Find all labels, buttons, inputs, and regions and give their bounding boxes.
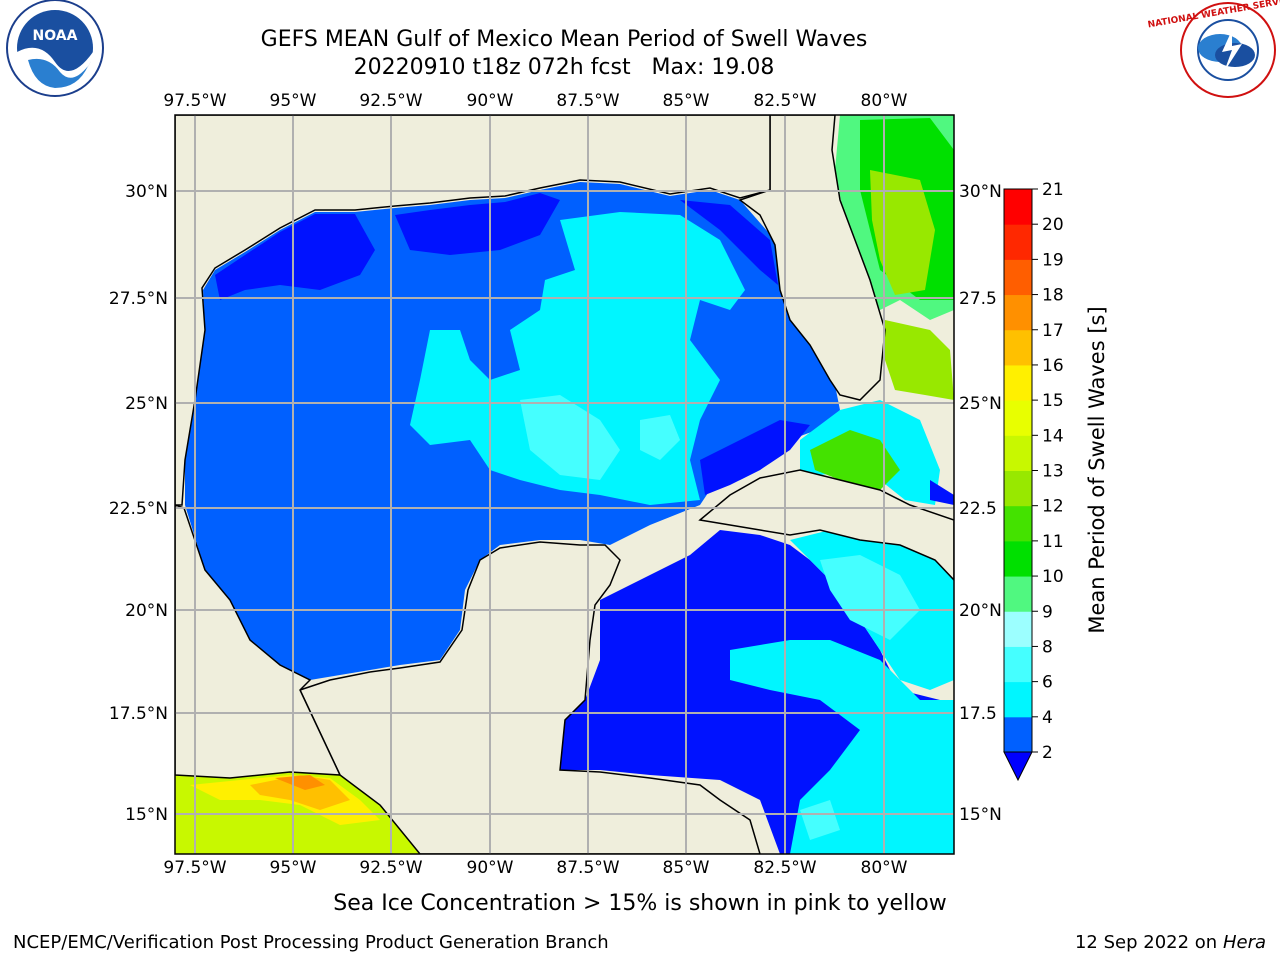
colorbar-label: Mean Period of Swell Waves [s] <box>1085 306 1109 633</box>
lat-tick-label: 30°N <box>959 182 1002 202</box>
lon-tick-label: 82.5°W <box>753 91 816 111</box>
map-frame <box>174 114 955 855</box>
colorbar-band <box>1004 224 1032 260</box>
mexico-west-land <box>175 504 342 779</box>
colorbar-band <box>1004 364 1032 401</box>
lon-tick-label: 97.5°W <box>163 858 226 878</box>
colorbar-tick-label: 17 <box>1042 321 1064 341</box>
colorbar-tick-label: 4 <box>1042 708 1053 728</box>
lat-tick-label: 25°N <box>125 394 168 414</box>
colorbar: 2 4 6 8 9 10 11 12 13 14 15 16 17 18 19 20 21 <box>1003 180 1064 782</box>
yucatan-land <box>298 541 761 854</box>
lon-tick-label: 80°W <box>861 858 908 878</box>
footer-credit: NCEP/EMC/Verification Post Processing Pr… <box>13 932 609 953</box>
map-subtitle-forecast: 20220910 t18z 072h fcst Max: 19.08 <box>353 55 775 80</box>
lat-tick-label: 22.5°N <box>109 499 168 519</box>
colorbar-tick-label: 9 <box>1042 602 1053 622</box>
colorbar-band <box>1004 540 1032 577</box>
colorbar-tick-label: 11 <box>1042 532 1064 552</box>
colorbar-extension <box>1003 751 1033 782</box>
map-gridlines <box>175 115 954 854</box>
colorbar-tick-label: 10 <box>1042 567 1064 587</box>
lat-tick-label: 20°N <box>125 601 168 621</box>
nws-logo: NATIONAL WEATHER SERVICE <box>1147 0 1280 98</box>
colorbar-tick-label: 12 <box>1042 497 1064 517</box>
florida-land <box>738 115 886 401</box>
lat-tick-label: 17.5°N <box>109 704 168 724</box>
lon-tick-label: 92.5°W <box>359 858 422 878</box>
footer-date-text: 12 Sep 2022 on <box>1074 932 1218 953</box>
colorbar-band <box>1004 329 1032 366</box>
colorbar-tick-label: 8 <box>1042 637 1053 657</box>
colorbar-tick-label: 14 <box>1042 426 1064 446</box>
lon-tick-label: 82.5°W <box>753 858 816 878</box>
lon-tick-label: 85°W <box>663 858 710 878</box>
colorbar-band <box>1004 259 1032 296</box>
colorbar-band <box>1004 470 1032 507</box>
colorbar-tick-label: 2 <box>1042 743 1053 763</box>
lon-tick-label: 85°W <box>663 91 710 111</box>
lon-tick-label: 87.5°W <box>556 91 619 111</box>
lon-tick-label: 95°W <box>270 858 317 878</box>
lat-tick-label: 30°N <box>125 182 168 202</box>
colorbar-band <box>1004 189 1032 225</box>
lat-tick-label: 20°N <box>959 601 1002 621</box>
lat-tick-label: 15°N <box>959 805 1002 825</box>
map-title: GEFS MEAN Gulf of Mexico Mean Period of … <box>260 27 868 52</box>
colorbar-tick-label: 18 <box>1042 286 1064 306</box>
lat-tick-labels-right: 30°N 27.5 25°N 22.5 20°N 17.5 15°N <box>959 182 1002 825</box>
cuba-land <box>698 469 954 582</box>
svg-text:NOAA: NOAA <box>33 28 78 44</box>
footer-machine: Hera <box>1222 932 1266 953</box>
lon-tick-labels-bottom: 97.5°W 95°W 92.5°W 90°W 87.5°W 85°W 82.5… <box>163 858 907 878</box>
footer-date: 12 Sep 2022 on Hera <box>1075 932 1266 953</box>
colorbar-band <box>1004 400 1032 436</box>
lat-tick-label: 15°N <box>125 805 168 825</box>
lon-tick-label: 97.5°W <box>163 91 226 111</box>
colorbar-tick-label: 6 <box>1042 673 1053 693</box>
lon-tick-label: 95°W <box>270 91 317 111</box>
lat-tick-label: 25°N <box>959 394 1002 414</box>
lon-tick-labels-top: 97.5°W 95°W 92.5°W 90°W 87.5°W 85°W 82.5… <box>163 91 907 111</box>
lon-tick-label: 90°W <box>467 858 514 878</box>
colorbar-tick-label: 21 <box>1042 180 1064 200</box>
noaa-logo: NOAA <box>6 0 104 97</box>
lon-tick-label: 87.5°W <box>556 858 619 878</box>
colorbar-band <box>1004 611 1032 647</box>
lat-tick-labels-left: 30°N 27.5°N 25°N 22.5°N 20°N 17.5°N 15°N <box>109 182 168 825</box>
lat-tick-label: 17.5 <box>959 704 997 724</box>
lat-tick-label: 22.5 <box>959 499 997 519</box>
colorbar-band <box>1004 505 1032 542</box>
lon-tick-label: 90°W <box>467 91 514 111</box>
colorbar-tick-label: 15 <box>1042 391 1064 411</box>
colorbar-band <box>1004 681 1032 718</box>
lat-tick-label: 27.5 <box>959 289 997 309</box>
colorbar-band <box>1004 646 1032 683</box>
colorbar-band <box>1004 435 1032 471</box>
sea-ice-note: Sea Ice Concentration > 15% is shown in … <box>333 891 947 916</box>
colorbar-tick-label: 20 <box>1042 215 1064 235</box>
colorbar-tick-label: 13 <box>1042 462 1064 482</box>
colorbar-band <box>1004 716 1032 753</box>
colorbar-band <box>1004 294 1032 331</box>
colorbar-tick-label: 19 <box>1042 250 1064 270</box>
lon-tick-label: 92.5°W <box>359 91 422 111</box>
lat-tick-label: 27.5°N <box>109 289 168 309</box>
colorbar-band <box>1004 576 1032 612</box>
colorbar-tick-label: 16 <box>1042 356 1064 376</box>
map-plot-area <box>175 115 954 854</box>
lon-tick-label: 80°W <box>861 91 908 111</box>
